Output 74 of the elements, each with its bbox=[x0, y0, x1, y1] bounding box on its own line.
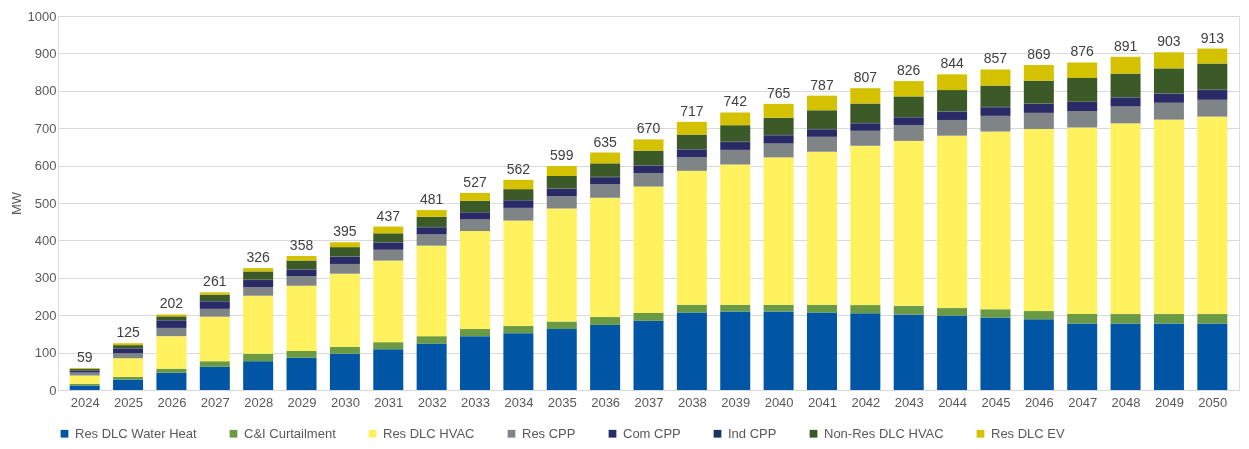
total-label: 903 bbox=[1157, 33, 1181, 50]
legend-label: Res DLC Water Heat bbox=[75, 425, 197, 441]
y-tick-label: 1000 bbox=[27, 8, 57, 24]
total-label: 765 bbox=[766, 84, 791, 101]
legend-label: Non-Res DLC HVAC bbox=[824, 425, 944, 441]
total-label: 562 bbox=[506, 160, 531, 177]
total-label: 261 bbox=[203, 273, 227, 290]
x-tick-label: 2027 bbox=[200, 394, 230, 410]
total-label: 891 bbox=[1113, 37, 1138, 54]
x-tick-label: 2031 bbox=[374, 394, 404, 410]
x-tick-label: 2028 bbox=[244, 394, 274, 410]
x-tick-label: 2033 bbox=[461, 394, 490, 410]
total-label: 599 bbox=[550, 146, 574, 163]
legend-label: Ind CPP bbox=[728, 425, 777, 441]
y-tick-label: 200 bbox=[34, 307, 57, 323]
total-label: 202 bbox=[159, 295, 184, 312]
total-label: 913 bbox=[1200, 29, 1225, 46]
x-tick-label: 2049 bbox=[1154, 394, 1184, 410]
y-tick-label: 0 bbox=[49, 382, 57, 398]
total-label: 358 bbox=[289, 237, 314, 254]
x-tick-label: 2037 bbox=[634, 394, 664, 410]
total-label: 876 bbox=[1070, 43, 1095, 60]
x-tick-label: 2045 bbox=[981, 394, 1011, 410]
x-tick-label: 2030 bbox=[330, 394, 360, 410]
x-tick-label: 2040 bbox=[764, 394, 794, 410]
x-tick-label: 2048 bbox=[1111, 394, 1141, 410]
x-tick-label: 2032 bbox=[417, 394, 447, 410]
x-tick-label: 2034 bbox=[504, 394, 534, 410]
legend-label: Res DLC HVAC bbox=[383, 425, 475, 441]
total-label: 527 bbox=[463, 173, 487, 190]
y-tick-label: 600 bbox=[34, 158, 57, 174]
y-axis-title: MW bbox=[8, 191, 24, 216]
total-label: 869 bbox=[1027, 45, 1051, 62]
legend-label: C&I Curtailment bbox=[244, 425, 337, 441]
total-label: 807 bbox=[853, 69, 878, 86]
total-label: 844 bbox=[940, 55, 964, 72]
x-tick-label: 2046 bbox=[1024, 394, 1054, 410]
x-tick-label: 2029 bbox=[287, 394, 317, 410]
legend-label: Res CPP bbox=[522, 425, 576, 441]
y-tick-label: 100 bbox=[34, 345, 57, 361]
x-tick-label: 2042 bbox=[851, 394, 881, 410]
x-tick-label: 2035 bbox=[547, 394, 577, 410]
total-label: 717 bbox=[680, 102, 704, 119]
x-tick-label: 2026 bbox=[157, 394, 187, 410]
legend-label: Com CPP bbox=[623, 425, 681, 441]
x-tick-label: 2025 bbox=[114, 394, 144, 410]
x-tick-label: 2039 bbox=[721, 394, 751, 410]
total-label: 481 bbox=[419, 191, 444, 208]
total-label: 787 bbox=[810, 76, 834, 93]
total-label: 670 bbox=[636, 120, 661, 137]
y-tick-label: 800 bbox=[34, 83, 57, 99]
total-label: 395 bbox=[333, 223, 357, 240]
total-label: 437 bbox=[376, 207, 401, 224]
total-label: 326 bbox=[246, 249, 271, 266]
x-tick-label: 2024 bbox=[70, 394, 100, 410]
x-tick-label: 2036 bbox=[591, 394, 621, 410]
total-label: 59 bbox=[76, 348, 93, 365]
y-tick-label: 500 bbox=[34, 195, 57, 211]
total-label: 857 bbox=[983, 50, 1008, 67]
y-tick-label: 400 bbox=[34, 232, 57, 248]
x-tick-label: 2044 bbox=[938, 394, 968, 410]
legend-label: Res DLC EV bbox=[991, 425, 1066, 441]
x-tick-label: 2041 bbox=[808, 394, 837, 410]
x-tick-label: 2050 bbox=[1198, 394, 1228, 410]
y-tick-label: 900 bbox=[34, 45, 57, 61]
total-label: 742 bbox=[723, 93, 748, 110]
total-label: 826 bbox=[897, 62, 921, 79]
x-tick-label: 2047 bbox=[1068, 394, 1098, 410]
y-tick-label: 700 bbox=[34, 120, 57, 136]
x-tick-label: 2038 bbox=[677, 394, 707, 410]
total-label: 635 bbox=[593, 133, 618, 150]
x-tick-label: 2043 bbox=[894, 394, 924, 410]
total-label: 125 bbox=[116, 324, 140, 341]
y-tick-label: 300 bbox=[34, 270, 57, 286]
